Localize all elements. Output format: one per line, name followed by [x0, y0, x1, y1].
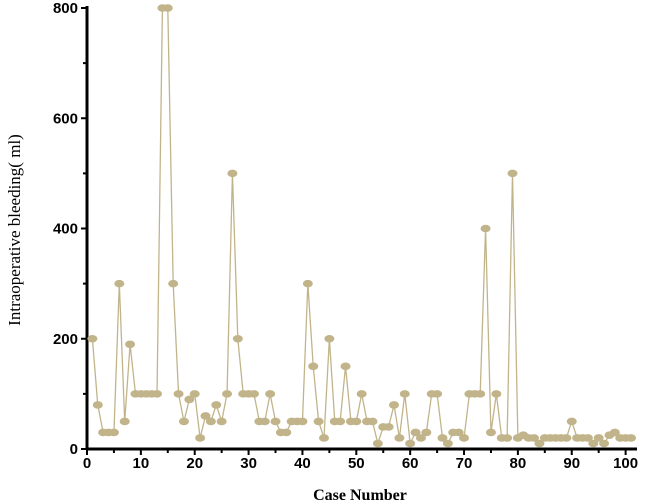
data-point	[582, 434, 593, 442]
data-point	[399, 390, 410, 398]
data-point	[626, 434, 636, 442]
data-point	[178, 417, 189, 426]
data-point	[383, 423, 394, 431]
data-point	[308, 362, 319, 371]
data-point	[125, 340, 136, 349]
data-point	[205, 417, 216, 426]
data-point	[168, 279, 179, 288]
data-point	[313, 417, 324, 426]
data-point	[372, 439, 383, 448]
x-tick-label: 90	[563, 455, 580, 472]
data-point	[227, 169, 238, 178]
x-tick-label: 100	[613, 455, 638, 472]
y-tick-label: 400	[53, 221, 78, 238]
data-point	[599, 439, 610, 448]
data-point	[432, 390, 443, 398]
data-point	[248, 390, 259, 398]
x-axis-title: Case Number	[313, 487, 407, 504]
x-tick-label: 0	[83, 455, 91, 472]
data-point	[335, 417, 346, 426]
data-point	[507, 169, 518, 178]
y-tick-label: 200	[53, 331, 78, 348]
data-point	[502, 434, 513, 442]
data-point	[351, 417, 362, 426]
data-point	[389, 401, 400, 409]
data-point	[415, 434, 426, 442]
data-point	[222, 390, 233, 398]
data-point	[270, 417, 281, 426]
data-point	[189, 390, 200, 398]
x-tick-label: 30	[240, 455, 257, 472]
y-axis-title: Intraoperative bleeding( ml)	[5, 134, 24, 326]
data-point	[302, 279, 313, 288]
data-point	[529, 434, 540, 442]
x-tick-label: 80	[510, 455, 527, 472]
data-point	[281, 428, 292, 437]
data-point	[534, 439, 545, 448]
x-tick-label: 40	[294, 455, 311, 472]
data-point	[459, 434, 470, 442]
data-point	[108, 428, 119, 437]
data-point	[356, 390, 367, 398]
data-point	[421, 428, 432, 437]
x-tick-label: 20	[186, 455, 203, 472]
series-line	[91, 7, 631, 446]
data-point	[566, 417, 577, 426]
data-point	[491, 390, 502, 398]
data-point	[410, 428, 421, 437]
x-tick-label: 70	[456, 455, 473, 472]
data-point	[340, 362, 351, 371]
data-point	[442, 439, 453, 448]
data-point	[162, 4, 173, 12]
x-tick-label: 10	[133, 455, 150, 472]
data-point	[394, 434, 405, 442]
y-tick-label: 800	[53, 0, 78, 17]
data-point	[367, 417, 378, 426]
axes: 0 200 400 600 800 0 10 20 30 40 50 60 70 80 90 100	[53, 0, 638, 472]
data-point	[87, 334, 98, 343]
data-point	[216, 417, 227, 426]
data-point	[152, 390, 163, 398]
data-point	[114, 279, 125, 288]
data-point	[184, 395, 195, 404]
data-point	[297, 417, 308, 426]
data-point	[609, 428, 620, 437]
data-point	[195, 434, 206, 442]
data-point	[119, 417, 130, 426]
data-point	[318, 434, 329, 442]
data-point	[480, 224, 491, 233]
data-point	[92, 401, 103, 409]
data-point	[561, 434, 572, 442]
data-point	[475, 390, 486, 398]
data-point	[173, 390, 184, 398]
data-point	[453, 428, 464, 437]
data-point	[259, 417, 270, 426]
data-point	[588, 439, 599, 448]
data-point	[324, 334, 335, 343]
series-layer	[87, 4, 636, 448]
data-point	[405, 439, 416, 448]
x-tick-label: 60	[402, 455, 419, 472]
data-point	[232, 334, 243, 343]
data-point	[437, 434, 448, 442]
y-tick-label: 600	[53, 110, 78, 127]
data-point	[200, 412, 211, 420]
data-point	[593, 434, 604, 442]
data-point	[485, 428, 496, 437]
data-point	[211, 401, 222, 409]
data-point	[265, 390, 276, 398]
x-tick-label: 50	[348, 455, 365, 472]
y-tick-label: 0	[70, 441, 78, 458]
